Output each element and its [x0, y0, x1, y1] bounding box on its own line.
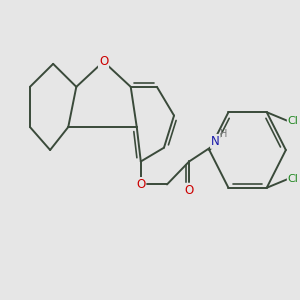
Text: H: H [220, 129, 228, 139]
Text: O: O [99, 55, 108, 68]
Text: Cl: Cl [288, 174, 298, 184]
Text: Cl: Cl [288, 116, 298, 126]
Text: N: N [211, 135, 220, 148]
Text: O: O [184, 184, 194, 197]
Text: O: O [136, 178, 146, 191]
